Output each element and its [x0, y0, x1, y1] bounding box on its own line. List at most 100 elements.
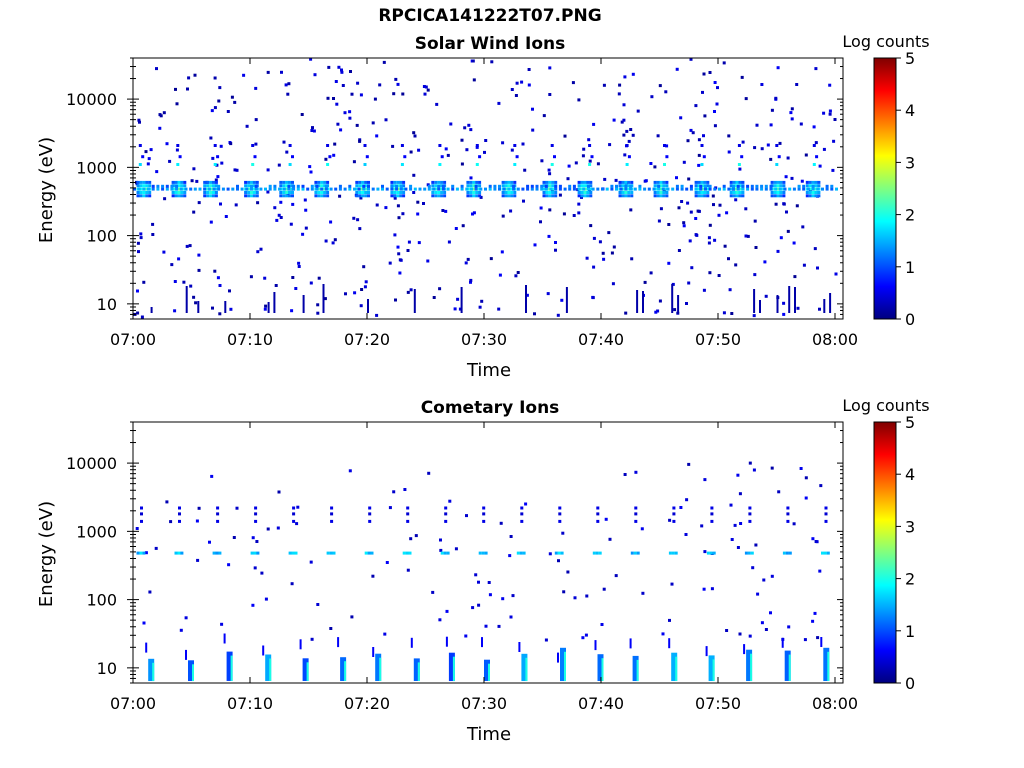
x-tick-label: 07:20	[344, 694, 390, 713]
heatmap-cell	[406, 512, 410, 516]
heatmap-cell	[177, 187, 181, 191]
heatmap-cell	[400, 144, 404, 147]
heatmap-cell	[427, 471, 431, 475]
heatmap-band	[746, 649, 753, 682]
heatmap-cell	[493, 187, 497, 191]
heatmap-cell	[702, 288, 706, 292]
heatmap-cell	[363, 144, 367, 147]
heatmap-cell	[596, 162, 600, 166]
heatmap-cell	[535, 184, 539, 188]
heatmap-cell	[779, 194, 783, 198]
heatmap-cell	[657, 219, 661, 223]
heatmap-cell	[224, 215, 228, 218]
heatmap-cell	[478, 191, 482, 194]
heatmap-cell	[562, 590, 566, 594]
heatmap-cell	[228, 289, 231, 293]
heatmap-cell	[471, 212, 474, 216]
heatmap-cell	[434, 191, 438, 194]
heatmap-cell	[574, 161, 578, 165]
heatmap-cell	[323, 191, 327, 194]
heatmap-cell	[730, 538, 734, 541]
heatmap-cell	[383, 632, 387, 636]
heatmap-cell	[551, 187, 555, 191]
heatmap-cell	[396, 191, 400, 194]
heatmap-cell	[634, 470, 638, 474]
heatmap-cell	[220, 161, 224, 165]
heatmap-cell	[156, 187, 160, 191]
heatmap-cell	[396, 204, 400, 208]
heatmap-cell	[242, 73, 246, 77]
heatmap-spike	[413, 289, 416, 313]
heatmap-cell	[739, 522, 743, 525]
heatmap-cell	[577, 202, 581, 206]
heatmap-cell	[329, 551, 333, 555]
heatmap-cell	[740, 75, 744, 79]
heatmap-cell	[466, 180, 470, 184]
colorbar-tick-label: 3	[905, 517, 915, 536]
heatmap-cell	[482, 512, 486, 516]
heatmap-cell	[174, 191, 178, 194]
heatmap-cell	[364, 194, 368, 198]
heatmap-solar-wind	[133, 57, 838, 319]
heatmap-cell	[140, 519, 143, 523]
heatmap-band-tail	[410, 637, 413, 648]
heatmap-cell	[197, 268, 201, 272]
heatmap-cell	[317, 184, 321, 188]
heatmap-cell	[630, 194, 634, 198]
heatmap-cell	[282, 140, 286, 144]
heatmap-cell	[675, 176, 678, 180]
colorbar-tick-label: 0	[905, 674, 915, 693]
heatmap-cell	[424, 85, 428, 89]
heatmap-cell	[214, 191, 218, 194]
heatmap-cell	[738, 180, 742, 184]
heatmap-cell	[591, 296, 595, 300]
heatmap-cell	[682, 224, 686, 228]
heatmap-cell	[309, 57, 313, 61]
heatmap-cell	[414, 534, 418, 538]
heatmap-cell	[285, 180, 289, 184]
heatmap-cell	[359, 93, 363, 97]
heatmap-cell	[717, 213, 721, 217]
heatmap-cell	[754, 246, 758, 249]
heatmap-cell	[694, 194, 698, 198]
heatmap-cell	[292, 184, 296, 188]
heatmap-cell	[734, 263, 738, 267]
heatmap-cell	[811, 187, 815, 191]
heatmap-cell	[158, 126, 162, 130]
heatmap-cell	[664, 90, 668, 94]
heatmap-cell	[672, 506, 676, 510]
heatmap-cell	[808, 194, 812, 198]
heatmap-cell	[769, 611, 772, 615]
heatmap-cell	[773, 191, 777, 194]
heatmap-cell	[625, 129, 629, 133]
colorbar-tick-label: 5	[905, 49, 915, 68]
heatmap-cell	[368, 519, 372, 523]
heatmap-cell	[393, 194, 397, 198]
heatmap-cell	[251, 163, 255, 166]
heatmap-cell	[179, 628, 183, 632]
heatmap-cell	[402, 184, 406, 188]
heatmap-cell	[295, 522, 299, 526]
heatmap-cell	[230, 95, 234, 99]
heatmap-cell	[815, 155, 819, 159]
heatmap-cell	[472, 187, 476, 191]
heatmap-cell	[722, 61, 726, 65]
heatmap-cell	[264, 304, 268, 308]
heatmap-cell	[545, 194, 549, 198]
heatmap-cell	[393, 184, 397, 188]
heatmap-cell	[760, 147, 764, 151]
heatmap-cell	[612, 118, 616, 122]
heatmap-cell	[279, 200, 283, 204]
heatmap-cell	[682, 221, 686, 225]
heatmap-band	[148, 658, 155, 682]
heatmap-cell	[388, 261, 392, 265]
heatmap-cell	[764, 628, 768, 631]
heatmap-band-tail	[743, 644, 746, 655]
heatmap-cell	[449, 122, 453, 126]
panel-title-solar-wind: Solar Wind Ions	[415, 34, 566, 54]
heatmap-cell	[206, 180, 210, 184]
heatmap-cell	[460, 162, 464, 166]
heatmap-cell	[821, 187, 824, 191]
heatmap-cell	[333, 142, 337, 146]
